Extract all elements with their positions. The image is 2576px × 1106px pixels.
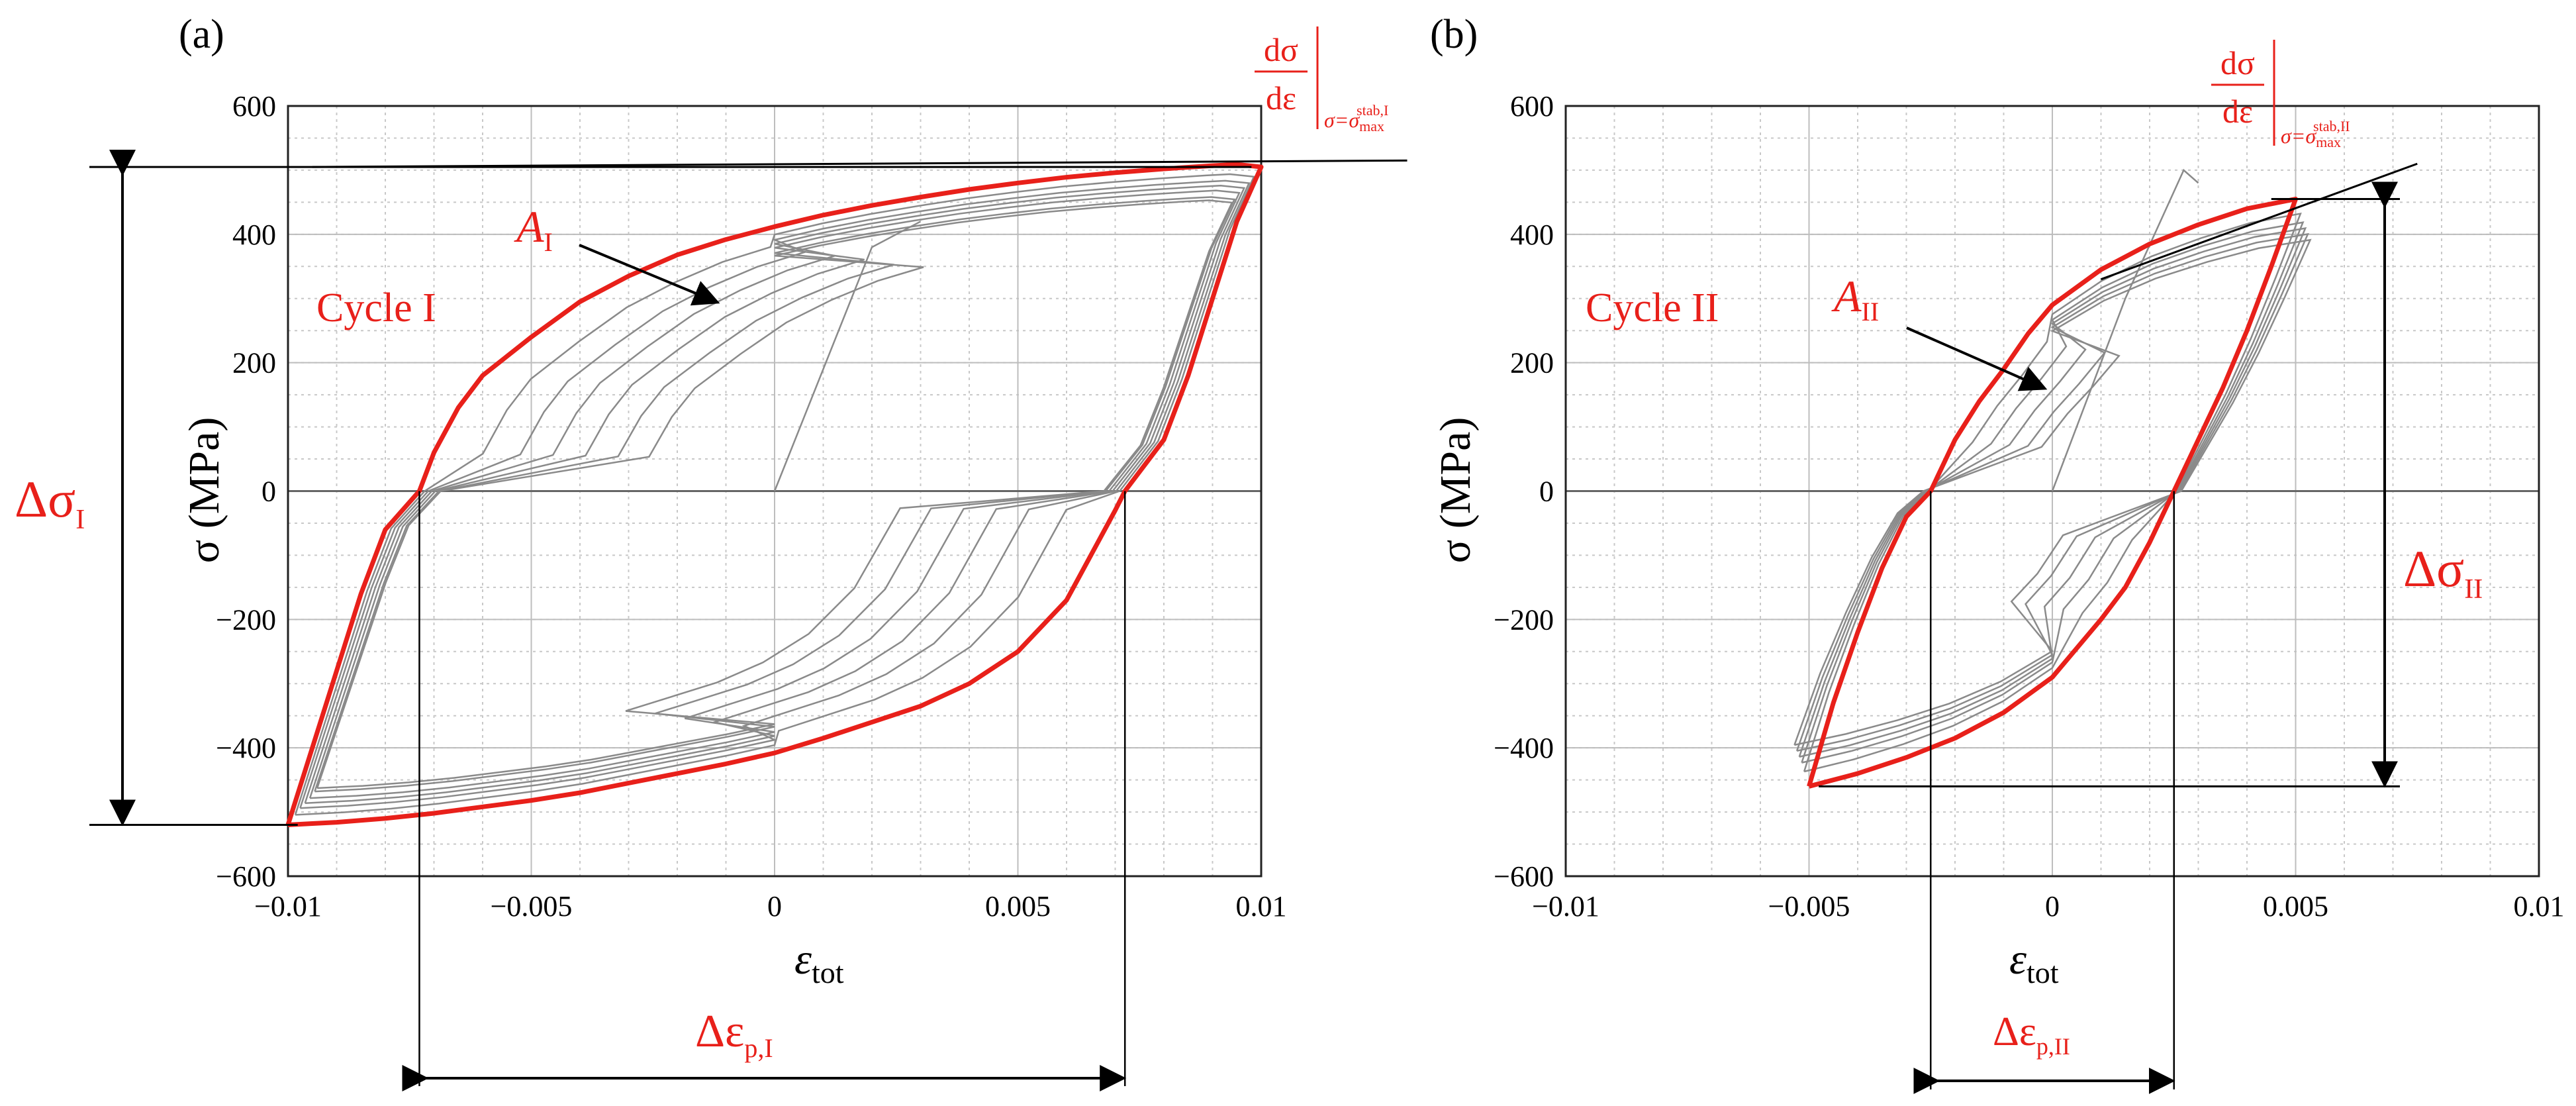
y-tick-label: 200 [1510, 347, 1554, 379]
y-axis-label: σ (MPa) [180, 417, 228, 564]
y-tick-label: −600 [216, 860, 276, 893]
stable-loop [1807, 197, 2298, 789]
initial-loading-curve [2051, 168, 2199, 491]
x-tick-label: −0.005 [1768, 890, 1850, 923]
tangent-line [2100, 162, 2418, 281]
axes: −0.01 −0.005 0 0.005 0.01 −600 −400 −200 0 200 400… [216, 90, 1286, 923]
svg-text:σ=σmaxstab,II: σ=σmaxstab,II [2281, 118, 2350, 150]
y-tick-label: 600 [232, 90, 276, 123]
y-tick-label: 400 [1510, 219, 1554, 251]
svg-text:dσ: dσ [1264, 31, 1298, 68]
initial-loading-curve [773, 221, 922, 491]
axes: −0.01 −0.005 0 0.005 0.01 −600 −400 −200 0 200 400… [1494, 90, 2564, 923]
x-tick-label: 0.01 [1236, 890, 1287, 923]
x-axis-label: εtot [794, 935, 844, 989]
panel-a: (a) −0.01 −0.005 0 0.005 0.01 −600 −400 −200 0 20… [15, 12, 1407, 1091]
stable-loop [285, 162, 1264, 827]
annotations [89, 150, 1407, 1091]
x-tick-label: −0.005 [491, 890, 573, 923]
slope-label: dσ dε σ=σmaxstab,I [1255, 26, 1388, 134]
y-tick-label: 600 [1510, 90, 1554, 123]
y-tick-label: 200 [232, 347, 276, 379]
cycle-curve [299, 179, 1251, 809]
cycle-curve [294, 173, 1255, 816]
plot-frame [1564, 105, 2540, 878]
cycle-curves [285, 162, 1264, 827]
x-tick-label: −0.01 [1532, 890, 1599, 923]
y-tick-label: −400 [1494, 732, 1554, 764]
x-tick-label: 0.005 [985, 890, 1051, 923]
area-label: AII [1831, 271, 1879, 327]
x-tick-label: −0.01 [254, 890, 322, 923]
slope-label: dσ dε σ=σmaxstab,II [2211, 40, 2350, 150]
x-tick-label: 0.005 [2263, 890, 2328, 923]
y-axis-label: σ (MPa) [1431, 417, 1480, 564]
x-axis-label: εtot [2009, 935, 2059, 989]
x-tick-label: 0 [767, 890, 782, 923]
cycle-label: Cycle II [1586, 285, 1719, 330]
y-tick-label: −200 [216, 603, 276, 636]
y-tick-label: 0 [262, 476, 276, 508]
delta-eps-label: Δεp,I [695, 1006, 773, 1063]
y-tick-label: −400 [216, 732, 276, 764]
panel-label: (b) [1430, 12, 1478, 57]
cycle-curve [309, 189, 1241, 799]
delta-eps-label: Δεp,II [1993, 1009, 2070, 1060]
cycle-curves [1793, 168, 2312, 789]
x-tick-label: 0 [2045, 890, 2060, 923]
area-label: AI [514, 201, 553, 257]
cycle-curve [304, 185, 1246, 804]
area-arrow [579, 244, 720, 306]
annotations [1819, 162, 2418, 1094]
cycle-curve [316, 199, 1233, 789]
y-tick-label: −600 [1494, 860, 1554, 893]
delta-sigma-label: ΔσI [15, 470, 85, 535]
plot-frame [287, 105, 1263, 878]
area-arrow [1906, 327, 2048, 391]
delta-sigma-label: ΔσII [2403, 540, 2483, 605]
cycle-curve [314, 196, 1236, 793]
y-tick-label: −200 [1494, 603, 1554, 636]
panel-label: (a) [179, 12, 224, 57]
y-tick-label: 0 [1539, 476, 1554, 508]
svg-text:σ=σmaxstab,I: σ=σmaxstab,I [1324, 102, 1388, 134]
cycle-curve [1801, 221, 2305, 764]
x-tick-label: 0.01 [2514, 890, 2565, 923]
y-tick-label: 400 [232, 219, 276, 251]
cycle-curve [1798, 227, 2307, 758]
cycle-curve [1793, 238, 2312, 746]
tangent-line [312, 159, 1407, 168]
cycle-label: Cycle I [316, 285, 436, 330]
svg-text:dσ: dσ [2220, 44, 2255, 81]
svg-text:dε: dε [1266, 79, 1296, 117]
panel-b: (b) −0.01 −0.005 0 0.005 0.01 −600 −400 −200 0 20… [1430, 12, 2565, 1094]
svg-text:dε: dε [2222, 93, 2253, 130]
